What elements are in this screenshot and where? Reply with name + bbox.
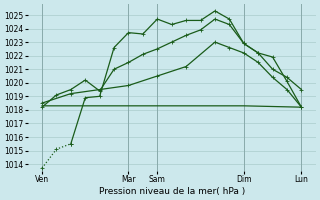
X-axis label: Pression niveau de la mer( hPa ): Pression niveau de la mer( hPa ) bbox=[99, 187, 245, 196]
